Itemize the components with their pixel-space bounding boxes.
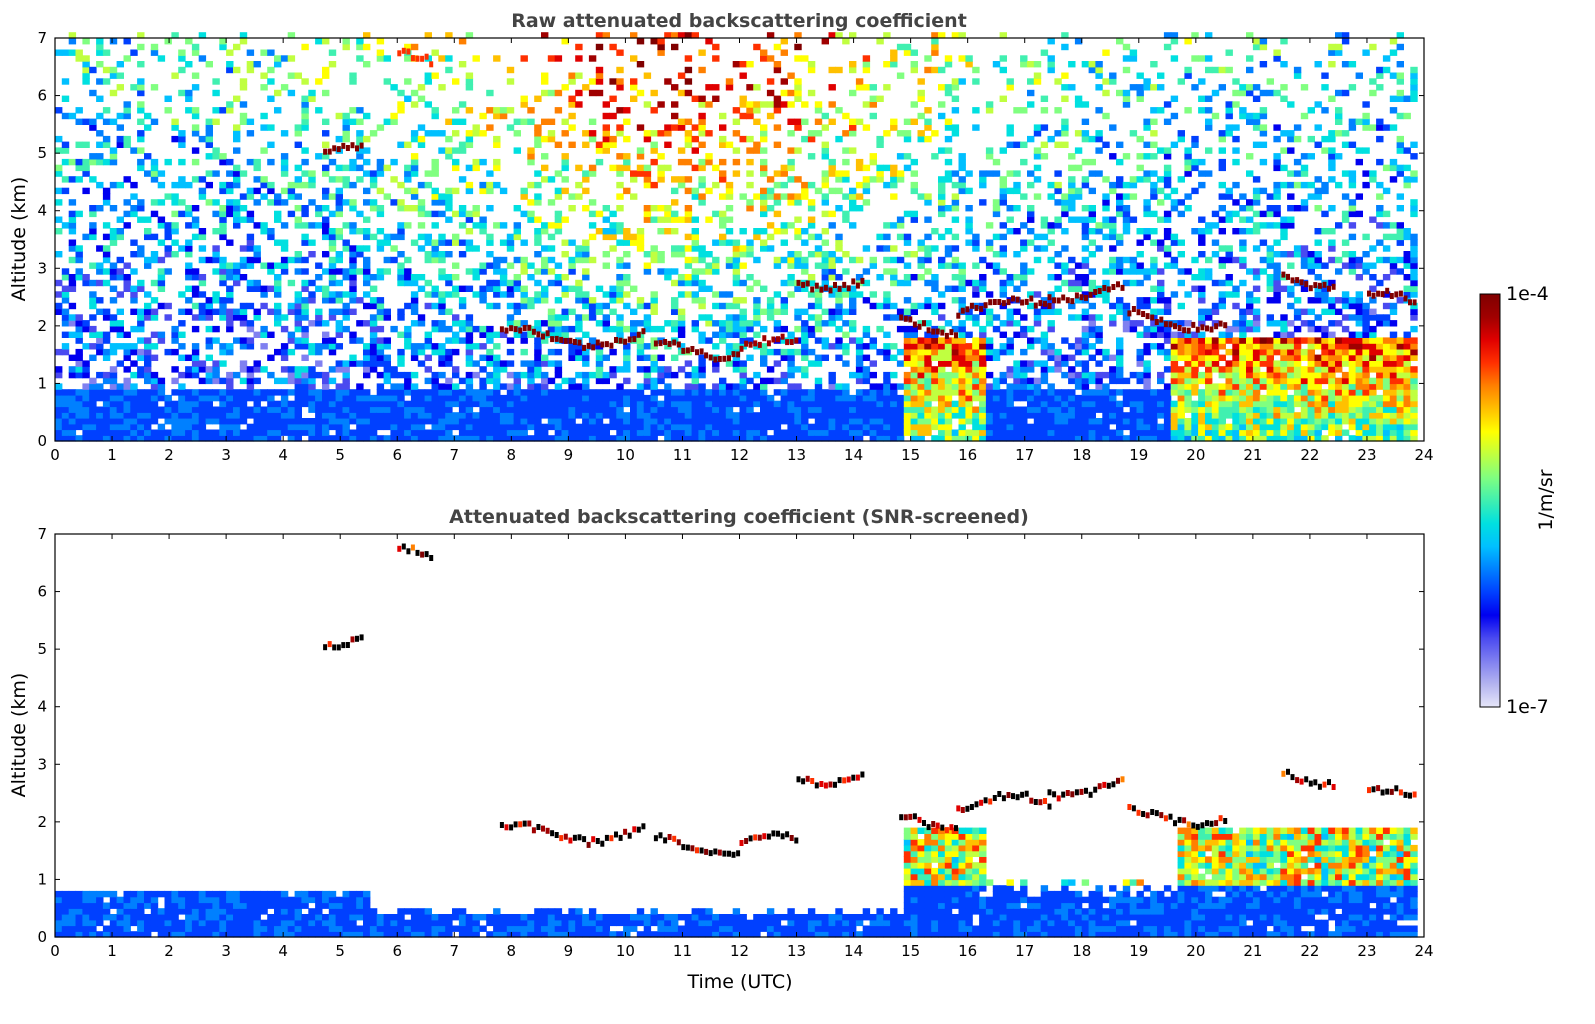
x-tick-label: 15 [901, 942, 920, 960]
x-tick-label: 8 [507, 942, 517, 960]
y-tick-label: 7 [37, 525, 47, 543]
x-tick-label: 22 [1300, 942, 1319, 960]
colorbar-min-label: 1e-7 [1506, 696, 1549, 718]
y-tick-label: 4 [37, 698, 47, 716]
colorbar-max-label: 1e-4 [1506, 283, 1549, 305]
x-tick-label: 8 [507, 446, 517, 464]
x-tick-label: 1 [107, 446, 117, 464]
x-tick-label: 18 [1072, 942, 1091, 960]
x-tick-label: 11 [673, 942, 692, 960]
y-tick-label: 3 [37, 755, 47, 773]
x-tick-label: 17 [1015, 942, 1034, 960]
bottom-heatmap [55, 543, 1418, 938]
y-tick-label: 5 [37, 640, 47, 658]
x-tick-label: 9 [564, 942, 574, 960]
x-tick-label: 22 [1300, 446, 1319, 464]
x-tick-label: 4 [278, 942, 288, 960]
x-axis-label: Time (UTC) [686, 971, 792, 993]
x-tick-label: 13 [787, 942, 806, 960]
x-tick-label: 24 [1414, 446, 1433, 464]
y-tick-label: 2 [37, 317, 47, 335]
x-tick-label: 17 [1015, 446, 1034, 464]
x-tick-label: 21 [1243, 446, 1262, 464]
x-tick-label: 9 [564, 446, 574, 464]
x-tick-label: 2 [164, 942, 174, 960]
x-tick-label: 7 [450, 446, 460, 464]
x-tick-label: 24 [1414, 942, 1433, 960]
top-y-axis-label: Altitude (km) [8, 177, 30, 302]
x-tick-label: 0 [50, 446, 60, 464]
x-tick-label: 20 [1186, 446, 1205, 464]
y-tick-label: 1 [37, 870, 47, 888]
top-axes: 0 1 2 3 4 5 6 7 8 9 10 11 12 13 14 15 16 17 18 19 20 21 22 23 24… [37, 29, 1433, 464]
x-tick-label: 5 [335, 446, 345, 464]
y-tick-label: 0 [37, 928, 47, 946]
x-tick-label: 6 [392, 446, 402, 464]
y-tick-label: 7 [37, 29, 47, 47]
x-tick-label: 14 [844, 446, 863, 464]
x-tick-label: 6 [392, 942, 402, 960]
x-tick-label: 5 [335, 942, 345, 960]
y-tick-label: 3 [37, 259, 47, 277]
y-tick-label: 1 [37, 374, 47, 392]
x-tick-label: 12 [730, 446, 749, 464]
x-tick-label: 23 [1357, 446, 1376, 464]
x-tick-label: 19 [1129, 446, 1148, 464]
x-tick-label: 10 [616, 942, 635, 960]
x-tick-label: 0 [50, 942, 60, 960]
bottom-y-axis-label: Altitude (km) [8, 673, 30, 798]
colorbar-gradient [1479, 293, 1501, 708]
x-tick-label: 3 [221, 446, 231, 464]
x-tick-label: 12 [730, 942, 749, 960]
x-tick-label: 3 [221, 942, 231, 960]
x-tick-label: 19 [1129, 942, 1148, 960]
x-tick-label: 11 [673, 446, 692, 464]
top-chart-title: Raw attenuated backscattering coefficien… [511, 10, 967, 32]
x-tick-label: 1 [107, 942, 117, 960]
colorbar-unit-label: 1/m/sr [1535, 469, 1557, 530]
x-tick-label: 21 [1243, 942, 1262, 960]
y-tick-label: 6 [37, 87, 47, 105]
x-tick-label: 7 [450, 942, 460, 960]
bottom-chart-title: Attenuated backscattering coefficient (S… [449, 506, 1029, 528]
x-tick-label: 16 [958, 942, 977, 960]
x-tick-label: 14 [844, 942, 863, 960]
y-tick-label: 6 [37, 583, 47, 601]
x-tick-label: 4 [278, 446, 288, 464]
x-tick-label: 15 [901, 446, 920, 464]
y-tick-label: 4 [37, 202, 47, 220]
x-tick-label: 16 [958, 446, 977, 464]
y-tick-label: 2 [37, 813, 47, 831]
x-tick-label: 10 [616, 446, 635, 464]
x-tick-label: 23 [1357, 942, 1376, 960]
x-tick-label: 20 [1186, 942, 1205, 960]
x-tick-label: 2 [164, 446, 174, 464]
x-tick-label: 13 [787, 446, 806, 464]
top-heatmap [55, 32, 1418, 442]
bottom-axes: 0 1 2 3 4 5 6 7 8 9 10 11 12 13 14 15 16 17 18 19 20 21 22 23 24… [37, 525, 1433, 960]
x-tick-label: 18 [1072, 446, 1091, 464]
y-tick-label: 0 [37, 432, 47, 450]
y-tick-label: 5 [37, 144, 47, 162]
